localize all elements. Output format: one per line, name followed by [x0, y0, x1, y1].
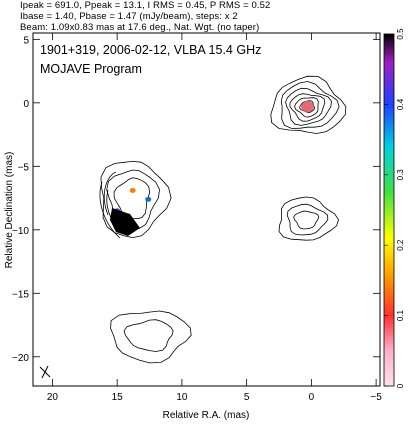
colorbar [383, 33, 395, 387]
beam-marker [39, 365, 51, 379]
x-tick-label: 10 [176, 392, 188, 403]
contour-level [123, 319, 174, 352]
header-line-3: Beam: 1.09x0.83 mas at 17.6 deg., Nat. W… [20, 22, 260, 33]
x-tick-label: 20 [47, 392, 59, 403]
y-tick-label: 5 [23, 35, 29, 46]
x-axis-label: Relative R.A. (mas) [163, 410, 250, 421]
y-tick-label: −15 [12, 289, 29, 300]
x-tick-label: 15 [112, 392, 124, 403]
contour-level [280, 81, 340, 129]
chart-subtitle: MOJAVE Program [40, 62, 142, 76]
x-tick-label: 0 [309, 392, 315, 403]
colorbar-tick-label: 0.3 [396, 169, 405, 181]
chart-title: 1901+319, 2006-02-12, VLBA 15.4 GHz [40, 43, 261, 57]
contour-level [106, 169, 160, 229]
y-tick-label: −20 [12, 353, 29, 364]
header-line-1: Ipeak = 691.0, Ppeak = 13.1, I RMS = 0.4… [20, 0, 271, 11]
contour-level [270, 75, 347, 134]
jet-core-shadow [99, 171, 140, 239]
y-tick-labels: 5 0 −5 −10 −15 −20 [12, 35, 29, 363]
colorbar-tick-label: 0.5 [396, 28, 405, 40]
colorbar-tick-labels: 0 0.1 0.2 0.3 0.4 0.5 [384, 28, 405, 388]
contour-level [110, 310, 192, 364]
contour-level [278, 196, 339, 241]
plot-header: Ipeak = 691.0, Ppeak = 13.1, I RMS = 0.4… [20, 0, 400, 33]
x-axis-ticks [52, 33, 377, 386]
colorbar-tick-label: 0.2 [396, 239, 405, 251]
contour-level [286, 203, 329, 236]
y-axis-ticks [33, 38, 380, 358]
contour-level [299, 100, 315, 114]
contour-level [293, 210, 320, 230]
contour-level [100, 160, 172, 239]
contour-level [294, 97, 319, 118]
header-line-2: Ibase = 1.40, Pbase = 1.47 (mJy/beam), s… [20, 11, 238, 22]
x-tick-label: −5 [370, 392, 382, 403]
contour-level [289, 93, 326, 122]
contour-level [113, 177, 151, 220]
polarization-spot [145, 196, 152, 202]
y-tick-label: −10 [12, 226, 29, 237]
colorbar-tick-label: 0 [396, 383, 405, 388]
y-axis-label: Relative Declination (mas) [4, 152, 15, 269]
colorbar-tick-label: 0.4 [396, 98, 405, 110]
contour-layer [100, 75, 347, 364]
y-tick-label: −5 [18, 162, 30, 173]
colorbar-tick-label: 0.1 [396, 309, 405, 321]
polarization-spot [129, 187, 136, 193]
contour-level [285, 87, 332, 126]
y-tick-label: 0 [23, 99, 29, 110]
plot-frame [32, 32, 381, 387]
core-polarization-fill [301, 100, 314, 113]
x-tick-label: 5 [244, 392, 250, 403]
x-tick-labels: 20 15 10 5 0 −5 [47, 392, 382, 403]
